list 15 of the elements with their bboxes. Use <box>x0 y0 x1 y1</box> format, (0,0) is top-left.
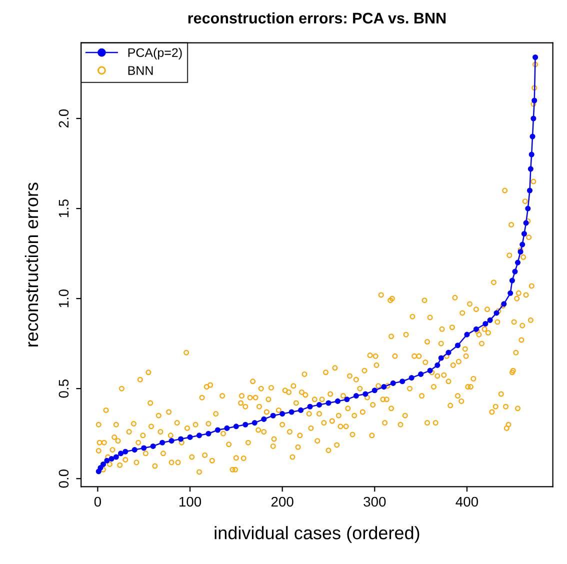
y-tick-label: 0.5 <box>58 380 69 398</box>
y-tick-label: 0.0 <box>58 470 69 488</box>
legend-label: PCA(p=2) <box>128 48 182 60</box>
x-tick-label: 400 <box>456 496 478 507</box>
x-tick-label: 0 <box>94 496 102 507</box>
x-tick-label: 200 <box>271 496 294 507</box>
y-tick-label: 1.5 <box>58 199 69 218</box>
x-tick-label: 100 <box>179 496 202 507</box>
x-axis-title: individual cases (ordered) <box>214 526 420 543</box>
x-tick-label: 300 <box>364 496 386 507</box>
legend-label: BNN <box>128 66 153 75</box>
y-axis-title: reconstruction errors <box>24 182 38 346</box>
y-tick-label: 2.0 <box>58 109 69 128</box>
y-tick-label: 1.0 <box>58 289 69 308</box>
chart-title: reconstruction errors: PCA vs. BNN <box>188 12 446 24</box>
